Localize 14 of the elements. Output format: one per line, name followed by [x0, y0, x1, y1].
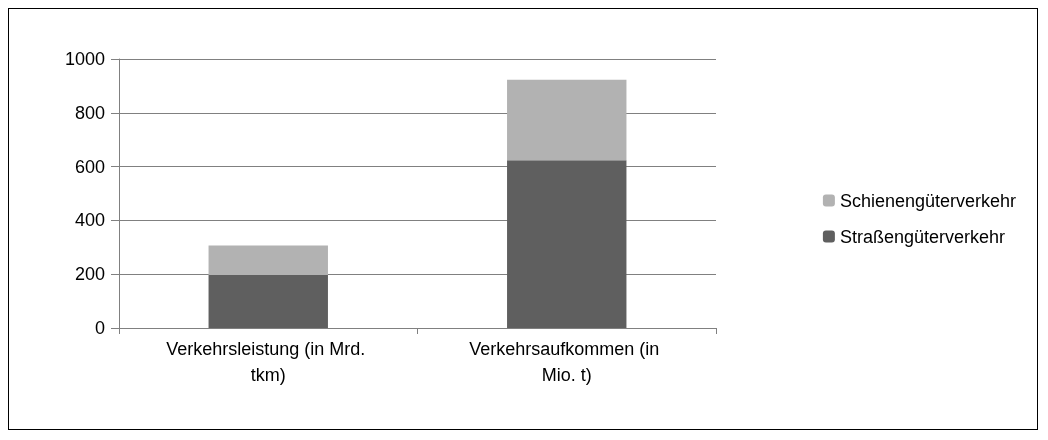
legend-label: Schienengüterverkehr: [839, 190, 1017, 211]
y-tick-label: 1000: [64, 49, 105, 69]
y-tick-label: 200: [74, 264, 105, 285]
x-tick-label: Verkehrsaufkommen (in Mio. t): [469, 339, 665, 385]
x-tick-label: Verkehrsleistung (in Mrd. tkm): [166, 339, 371, 385]
bar: [507, 160, 627, 328]
y-tick-label: 400: [74, 210, 105, 231]
bar: [208, 245, 328, 276]
y-tick-label: 800: [74, 102, 105, 123]
y-tick-label: 0: [94, 318, 105, 338]
bar: [208, 275, 328, 328]
y-tick-label: 600: [74, 156, 105, 177]
legend-label: Straßengüterverkehr: [839, 226, 1005, 247]
bar: [507, 79, 627, 161]
